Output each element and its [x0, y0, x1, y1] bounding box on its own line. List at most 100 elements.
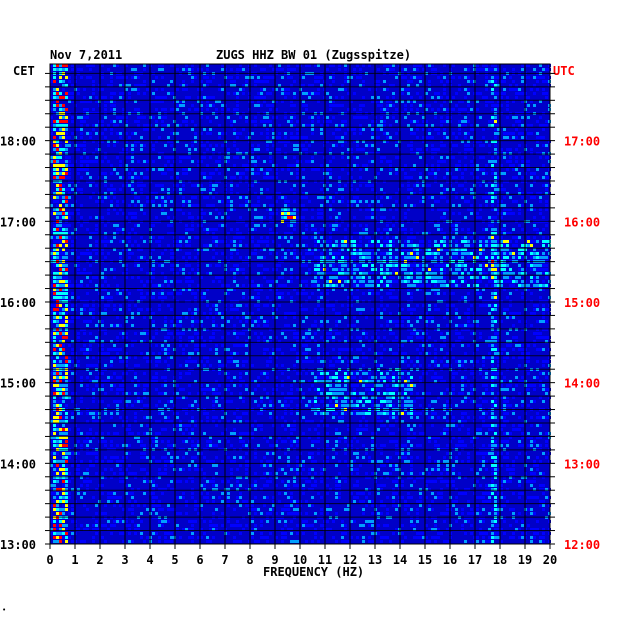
spectrogram-cell — [536, 272, 539, 275]
spectrogram-cell — [386, 304, 389, 307]
spectrogram-cell — [56, 152, 59, 155]
spectrogram-cell — [113, 348, 116, 351]
spectrogram-cell — [122, 76, 125, 79]
spectrogram-cell — [203, 144, 206, 147]
spectrogram-cell — [137, 124, 140, 127]
spectrogram-cell — [200, 80, 203, 83]
spectrogram-cell — [533, 340, 536, 343]
spectrogram-cell — [89, 244, 92, 247]
spectrogram-cell — [71, 316, 74, 319]
spectrogram-cell — [491, 340, 494, 343]
spectrogram-cell — [230, 184, 233, 187]
spectrogram-cell — [509, 196, 512, 199]
spectrogram-cell — [302, 320, 305, 323]
spectrogram-cell — [95, 248, 98, 251]
spectrogram-cell — [431, 272, 434, 275]
spectrogram-cell — [419, 152, 422, 155]
spectrogram-cell — [59, 108, 62, 111]
spectrogram-cell — [320, 128, 323, 131]
spectrogram-cell — [350, 176, 353, 179]
spectrogram-cell — [338, 200, 341, 203]
spectrogram-cell — [62, 296, 65, 299]
spectrogram-cell — [347, 128, 350, 131]
spectrogram-cell — [470, 272, 473, 275]
spectrogram-cell — [215, 276, 218, 279]
spectrogram-cell — [65, 188, 68, 191]
spectrogram-cell — [443, 160, 446, 163]
spectrogram-cell — [386, 88, 389, 91]
spectrogram-cell — [77, 272, 80, 275]
spectrogram-cell — [455, 240, 458, 243]
spectrogram-cell — [317, 100, 320, 103]
spectrogram-cell — [341, 96, 344, 99]
spectrogram-cell — [233, 164, 236, 167]
spectrogram-cell — [536, 88, 539, 91]
spectrogram-cell — [407, 248, 410, 251]
spectrogram-cell — [65, 92, 68, 95]
spectrogram-cell — [281, 216, 284, 219]
spectrogram-cell — [56, 176, 59, 179]
spectrogram-cell — [71, 248, 74, 251]
spectrogram-cell — [542, 252, 545, 255]
spectrogram-cell — [530, 184, 533, 187]
spectrogram-cell — [263, 176, 266, 179]
spectrogram-cell — [377, 280, 380, 283]
spectrogram-cell — [425, 316, 428, 319]
spectrogram-cell — [455, 144, 458, 147]
spectrogram-cell — [260, 68, 263, 71]
spectrogram-cell — [380, 312, 383, 315]
spectrogram-cell — [170, 324, 173, 327]
spectrogram-cell — [218, 132, 221, 135]
spectrogram-cell — [305, 344, 308, 347]
spectrogram-cell — [317, 240, 320, 243]
spectrogram-cell — [347, 156, 350, 159]
spectrogram-cell — [407, 324, 410, 327]
spectrogram-cell — [533, 280, 536, 283]
spectrogram-cell — [266, 76, 269, 79]
spectrogram-cell — [545, 240, 548, 243]
spectrogram-cell — [95, 244, 98, 247]
spectrogram-cell — [365, 184, 368, 187]
spectrogram-cell — [293, 256, 296, 259]
spectrogram-cell — [302, 288, 305, 291]
spectrogram-cell — [542, 312, 545, 315]
spectrogram-cell — [257, 320, 260, 323]
spectrogram-cell — [53, 320, 56, 323]
spectrogram-cell — [326, 116, 329, 119]
spectrogram-cell — [146, 272, 149, 275]
spectrogram-cell — [506, 340, 509, 343]
spectrogram-cell — [344, 276, 347, 279]
spectrogram-cell — [530, 148, 533, 151]
spectrogram-cell — [455, 248, 458, 251]
spectrogram-cell — [161, 108, 164, 111]
spectrogram-cell — [512, 228, 515, 231]
spectrogram-cell — [164, 212, 167, 215]
spectrogram-cell — [491, 272, 494, 275]
spectrogram-cell — [122, 176, 125, 179]
spectrogram-cell — [290, 252, 293, 255]
spectrogram-cell — [281, 284, 284, 287]
spectrogram-cell — [53, 68, 56, 71]
spectrogram-cell — [506, 272, 509, 275]
spectrogram-cell — [542, 328, 545, 331]
spectrogram-cell — [290, 296, 293, 299]
spectrogram-cell — [527, 192, 530, 195]
spectrogram-cell — [539, 284, 542, 287]
spectrogram-cell — [215, 344, 218, 347]
spectrogram-cell — [419, 148, 422, 151]
spectrogram-cell — [233, 264, 236, 267]
spectrogram-cell — [503, 244, 506, 247]
spectrogram-cell — [413, 152, 416, 155]
spectrogram-cell — [77, 128, 80, 131]
spectrogram-cell — [62, 196, 65, 199]
spectrogram-cell — [341, 156, 344, 159]
spectrogram-cell — [515, 288, 518, 291]
spectrogram-cell — [212, 280, 215, 283]
spectrogram-cell — [410, 292, 413, 295]
spectrogram-cell — [407, 236, 410, 239]
spectrogram-cell — [56, 212, 59, 215]
spectrogram-cell — [539, 116, 542, 119]
spectrogram-cell — [71, 212, 74, 215]
spectrogram-cell — [254, 296, 257, 299]
spectrogram-cell — [266, 340, 269, 343]
